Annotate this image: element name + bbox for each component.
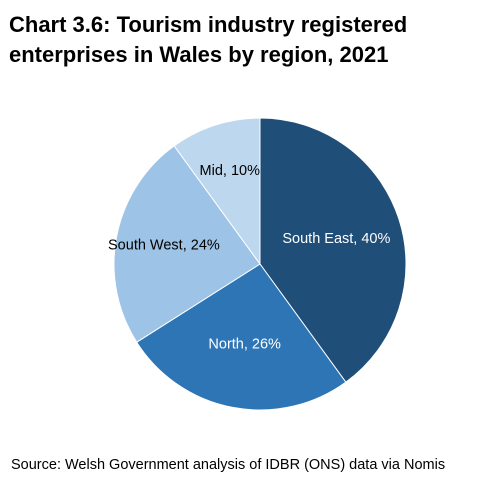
- pie-slice-mid: [173, 117, 261, 266]
- pie-label-south-west: South West, 24%: [108, 238, 220, 254]
- source-note: Source: Welsh Government analysis of IDB…: [11, 457, 446, 473]
- pie-label-north: North, 26%: [208, 336, 281, 352]
- pie-slice-north: [136, 263, 347, 411]
- pie-slices: [113, 117, 407, 411]
- pie-label-mid: Mid, 10%: [200, 163, 261, 179]
- chart-title: Chart 3.6: Tourism industry registered e…: [9, 12, 408, 67]
- pie-slice-south-west: [113, 145, 261, 343]
- pie-label-south-east: South East, 40%: [282, 231, 390, 247]
- pie-slice-south-east: [259, 117, 407, 383]
- pie-slice-labels: South East, 40% North, 26% South West, 24%…: [108, 163, 390, 352]
